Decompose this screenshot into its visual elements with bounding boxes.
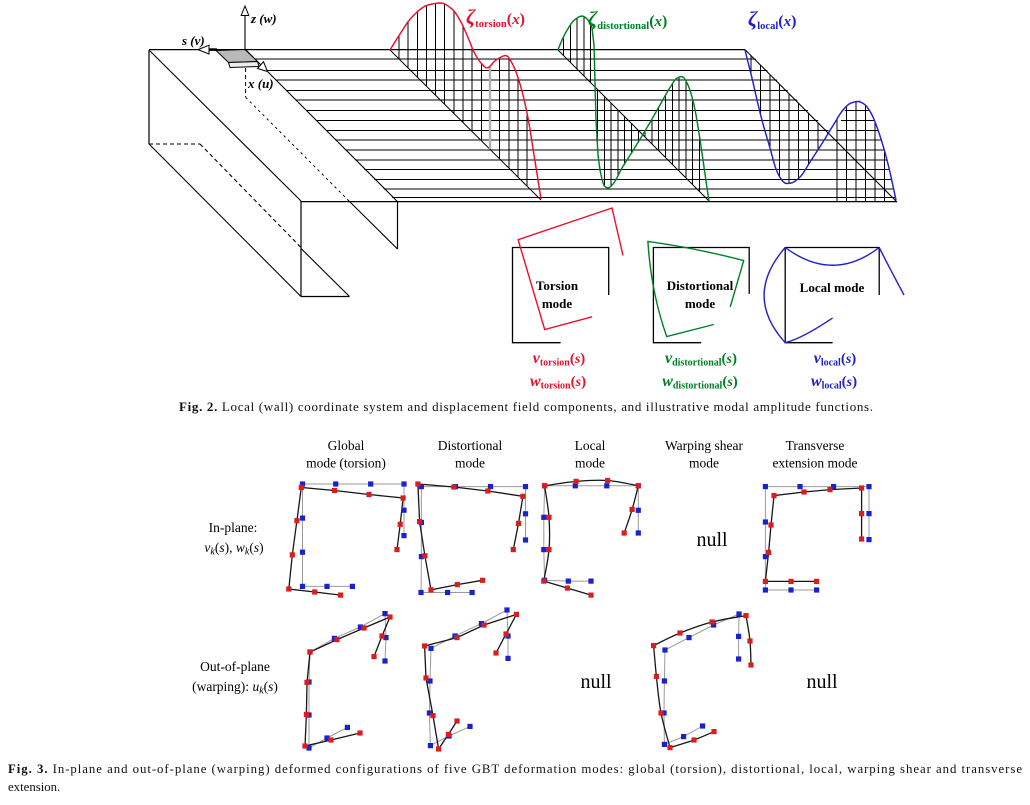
svg-text:null: null [580, 671, 612, 693]
svg-text:Distortional: Distortional [438, 438, 503, 453]
svg-text:In-plane:: In-plane: [209, 520, 258, 535]
svg-text:Local: Local [575, 438, 606, 453]
svg-text:mode: mode [575, 456, 605, 471]
svg-text:Fig. 3. In-plane and out-of-pl: Fig. 3. In-plane and out-of-plane (warpi… [8, 762, 1022, 776]
svg-text:mode (torsion): mode (torsion) [306, 456, 386, 471]
svg-text:wdistortional(s): wdistortional(s) [662, 373, 738, 392]
svg-text:null: null [806, 671, 838, 693]
svg-text:Out-of-plane: Out-of-plane [200, 659, 270, 674]
svg-text:Fig. 2. Local (wall) coordinat: Fig. 2. Local (wall) coordinate system a… [179, 399, 873, 414]
svg-text:wtorsion(s): wtorsion(s) [530, 373, 586, 392]
svg-text:ζlocal(x): ζlocal(x) [748, 7, 796, 32]
svg-text:Transverse: Transverse [786, 438, 845, 453]
svg-text:mode: mode [689, 456, 719, 471]
svg-text:mode: mode [685, 296, 716, 311]
svg-text:ζdistortional(x): ζdistortional(x) [588, 7, 667, 32]
svg-text:extension.: extension. [8, 780, 60, 794]
svg-text:vtorsion(s): vtorsion(s) [533, 350, 586, 369]
svg-text:wlocal(s): wlocal(s) [811, 373, 857, 392]
svg-text:z (w): z (w) [250, 11, 277, 26]
svg-text:vdistortional(s): vdistortional(s) [665, 350, 737, 369]
svg-text:mode: mode [542, 296, 573, 311]
svg-text:Warping shear: Warping shear [665, 438, 744, 453]
svg-text:null: null [696, 529, 728, 551]
svg-text:vk(s), wk(s): vk(s), wk(s) [204, 540, 263, 558]
svg-text:ζtorsion(x): ζtorsion(x) [466, 5, 525, 30]
svg-text:(warping): uk(s): (warping): uk(s) [192, 679, 278, 697]
svg-text:Local mode: Local mode [800, 280, 865, 295]
svg-text:s (v): s (v) [181, 33, 205, 48]
svg-text:extension mode: extension mode [772, 456, 857, 471]
svg-text:vlocal(s): vlocal(s) [814, 350, 857, 369]
svg-text:mode: mode [455, 456, 485, 471]
svg-text:Global: Global [328, 438, 365, 453]
svg-text:x (u): x (u) [247, 76, 274, 91]
svg-text:Distortional: Distortional [667, 278, 734, 293]
svg-text:Torsion: Torsion [536, 278, 579, 293]
